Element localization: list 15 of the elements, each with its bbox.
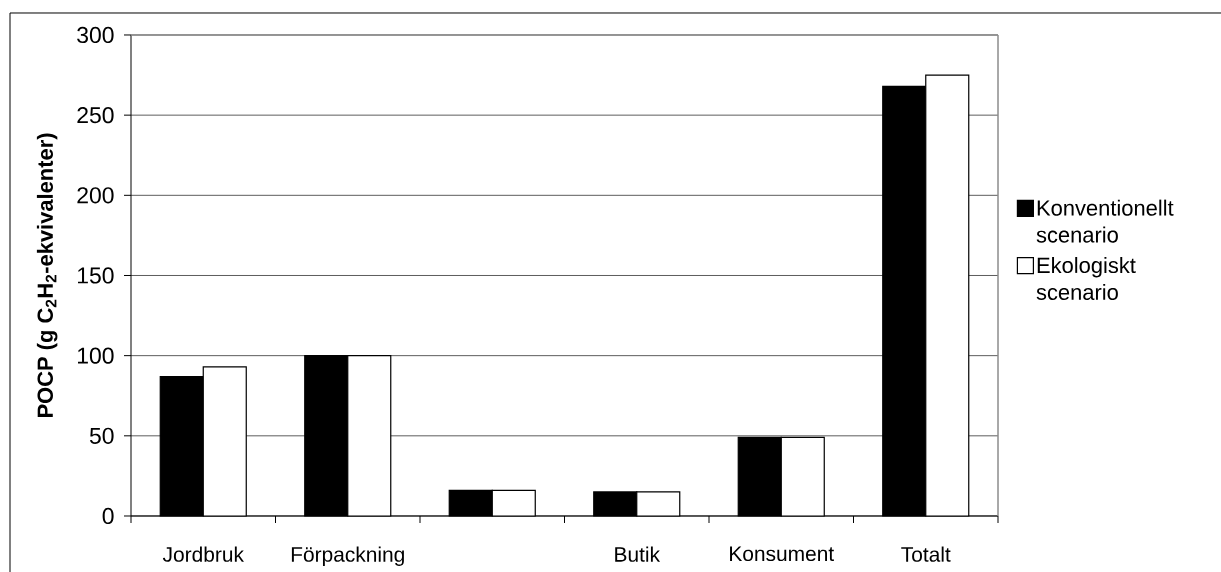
y-tick-label: 250 [77, 107, 114, 124]
y-tick-label: 50 [89, 427, 114, 444]
y-tick-label: 300 [77, 26, 114, 44]
y-tick-label: 200 [77, 187, 114, 204]
y-tick-label: 0 [102, 507, 114, 525]
x-tick-label: Totalt [901, 546, 951, 562]
x-tick-label: Butik [615, 546, 661, 562]
y-axis-title: POCP (g C$_{2}$H$_{2}$-ekvivalenter) [36, 133, 58, 418]
legend-label: Ekologiskt scenario [1036, 256, 1136, 300]
x-tick-label: Jordbruk [162, 546, 244, 562]
y-tick-label: 100 [78, 347, 114, 364]
x-tick-label: Förpackning [291, 546, 404, 567]
legend-label: Konventionellt scenario [1036, 199, 1174, 243]
x-tick-label: Konsument [730, 546, 834, 562]
y-tick-label: 150 [78, 267, 114, 284]
